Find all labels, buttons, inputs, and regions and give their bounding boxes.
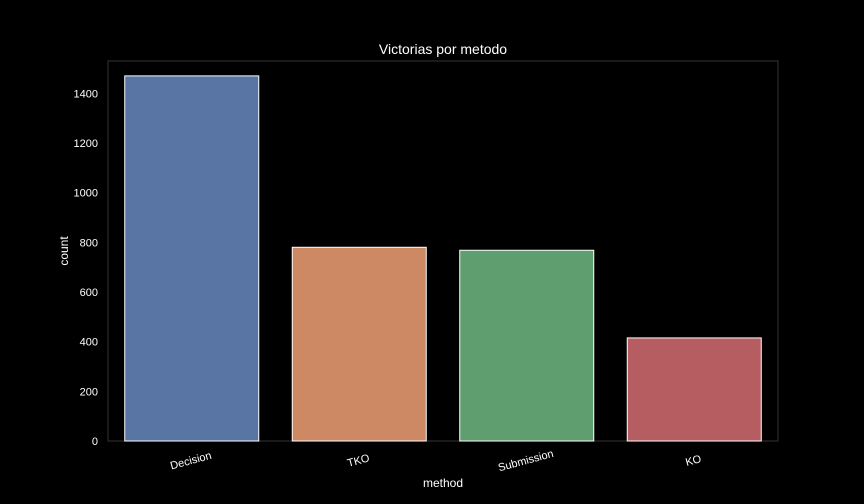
y-axis-label: count	[57, 236, 71, 266]
chart-title: Victorias por metodo	[379, 41, 507, 57]
y-tick-label: 0	[92, 436, 98, 448]
y-tick-label: 200	[80, 386, 98, 398]
x-axis-label: method	[423, 476, 463, 490]
x-tick-label: Submission	[497, 448, 555, 474]
y-tick-label: 400	[80, 337, 98, 349]
y-tick-label: 600	[80, 287, 98, 299]
plot-frame	[107, 60, 779, 442]
bar-submission	[459, 249, 595, 442]
y-tick-label: 1400	[74, 88, 98, 100]
y-tick-label: 1200	[74, 138, 98, 150]
bar-ko	[626, 337, 762, 442]
x-tick-label: KO	[684, 453, 703, 469]
y-axis: 0 200 400 600 800 1000 1200 1400	[74, 88, 98, 448]
bar-decision	[124, 75, 260, 442]
x-tick-label: TKO	[346, 452, 371, 470]
bars-group	[124, 75, 762, 442]
bar-tko	[291, 246, 427, 442]
x-tick-label: Decision	[169, 450, 213, 473]
x-axis: Decision TKO Submission KO	[169, 448, 703, 474]
y-tick-label: 800	[80, 237, 98, 249]
y-tick-label: 1000	[74, 188, 98, 200]
